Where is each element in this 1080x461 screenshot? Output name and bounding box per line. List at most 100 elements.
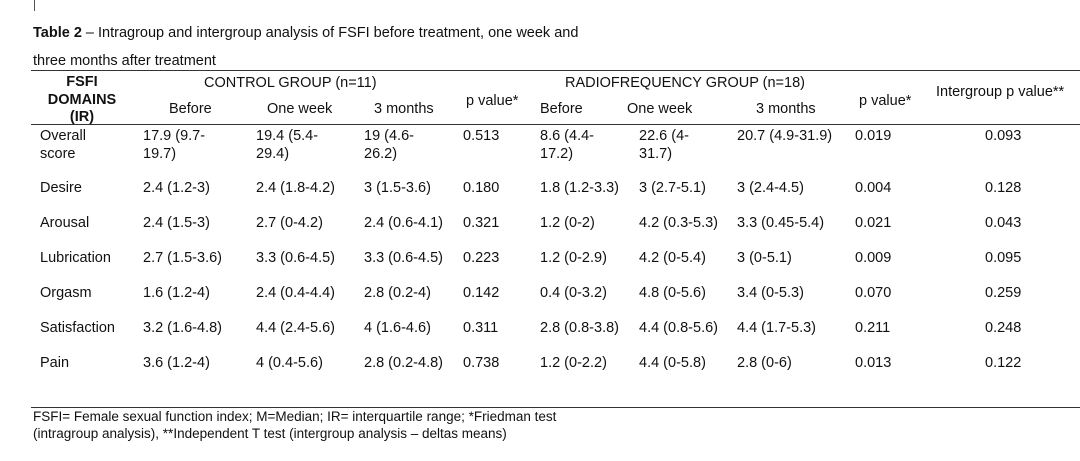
header-control-p-value: p value* xyxy=(466,93,519,109)
control-before-cell: 2.4 (1.2-3) xyxy=(143,180,210,196)
intergroup-p-cell: 0.122 xyxy=(985,355,1022,371)
control-before-cell: 1.6 (1.2-4) xyxy=(143,285,210,301)
domain-cell-line1: Overall xyxy=(40,128,86,144)
domain-cell-line2: score xyxy=(40,146,76,162)
control-3-months-cell-line1: 19 (4.6- xyxy=(364,128,414,144)
domain-cell: Arousal xyxy=(40,215,90,231)
header-domains-line1: FSFI xyxy=(66,74,98,90)
table-bottom-rule xyxy=(31,407,1080,408)
control-p-value-cell: 0.142 xyxy=(463,285,500,301)
control-3-months-cell: 2.8 (0.2-4.8) xyxy=(364,355,443,371)
control-p-value-cell: 0.180 xyxy=(463,180,500,196)
control-before-cell-line1: 17.9 (9.7- xyxy=(143,128,206,144)
rf-p-value-cell: 0.013 xyxy=(855,355,892,371)
rf-p-value-cell: 0.021 xyxy=(855,215,892,231)
control-one-week-cell: 4 (0.4-5.6) xyxy=(256,355,323,371)
header-control-3-months: 3 months xyxy=(374,101,434,117)
rf-before-cell: 0.4 (0-3.2) xyxy=(540,285,607,301)
control-one-week-cell-line2: 29.4) xyxy=(256,146,290,162)
header-rf-one-week: One week xyxy=(627,101,693,117)
domain-cell: Satisfaction xyxy=(40,320,115,336)
caption-label: Table 2 xyxy=(33,25,82,41)
table-top-rule xyxy=(31,70,1080,71)
header-rf-p-value: p value* xyxy=(859,93,912,109)
rf-one-week-cell: 4.2 (0.3-5.3) xyxy=(639,215,718,231)
intergroup-p-cell: 0.095 xyxy=(985,250,1022,266)
rf-before-cell-line1: 8.6 (4.4- xyxy=(540,128,594,144)
header-domains-line3: (IR) xyxy=(69,109,95,125)
rf-p-value-cell: 0.009 xyxy=(855,250,892,266)
domain-cell: Desire xyxy=(40,180,82,196)
intergroup-p-cell: 0.248 xyxy=(985,320,1022,336)
header-bottom-rule xyxy=(31,124,1080,125)
table-caption: Table 2 – Intragroup and intergroup anal… xyxy=(33,19,578,75)
footnote-line1: FSFI= Female sexual function index; M=Me… xyxy=(33,409,557,424)
header-control-before: Before xyxy=(169,101,212,117)
control-before-cell: 2.7 (1.5-3.6) xyxy=(143,250,222,266)
rf-before-cell: 1.2 (0-2) xyxy=(540,215,595,231)
intergroup-p-cell: 0.093 xyxy=(985,128,1022,144)
rf-p-value-cell: 0.019 xyxy=(855,128,892,144)
rf-before-cell: 2.8 (0.8-3.8) xyxy=(540,320,619,336)
control-p-value-cell: 0.223 xyxy=(463,250,500,266)
control-one-week-cell: 2.7 (0-4.2) xyxy=(256,215,323,231)
header-rf-3-months: 3 months xyxy=(756,101,816,117)
control-one-week-cell: 2.4 (1.8-4.2) xyxy=(256,180,335,196)
intergroup-p-cell: 0.128 xyxy=(985,180,1022,196)
text-cursor xyxy=(34,0,35,11)
control-p-value-cell: 0.321 xyxy=(463,215,500,231)
control-p-value-cell: 0.513 xyxy=(463,128,500,144)
caption-text-line1: – Intragroup and intergroup analysis of … xyxy=(81,25,579,41)
control-3-months-cell: 2.8 (0.2-4) xyxy=(364,285,431,301)
rf-one-week-cell: 4.4 (0.8-5.6) xyxy=(639,320,718,336)
intergroup-p-cell: 0.043 xyxy=(985,215,1022,231)
rf-3-months-cell: 3.3 (0.45-5.4) xyxy=(737,215,825,231)
control-one-week-cell: 3.3 (0.6-4.5) xyxy=(256,250,335,266)
rf-3-months-cell: 4.4 (1.7-5.3) xyxy=(737,320,816,336)
control-before-cell: 2.4 (1.5-3) xyxy=(143,215,210,231)
domain-cell: Orgasm xyxy=(40,285,92,301)
rf-p-value-cell: 0.004 xyxy=(855,180,892,196)
rf-one-week-cell: 4.4 (0-5.8) xyxy=(639,355,706,371)
header-domains-line2: DOMAINS xyxy=(47,92,117,108)
control-3-months-cell: 3.3 (0.6-4.5) xyxy=(364,250,443,266)
control-one-week-cell: 4.4 (2.4-5.6) xyxy=(256,320,335,336)
rf-one-week-cell-line2: 31.7) xyxy=(639,146,673,162)
rf-one-week-cell: 4.2 (0-5.4) xyxy=(639,250,706,266)
intergroup-p-cell: 0.259 xyxy=(985,285,1022,301)
rf-p-value-cell: 0.070 xyxy=(855,285,892,301)
rf-one-week-cell: 3 (2.7-5.1) xyxy=(639,180,706,196)
control-one-week-cell: 2.4 (0.4-4.4) xyxy=(256,285,335,301)
table-footnote: FSFI= Female sexual function index; M=Me… xyxy=(33,408,556,442)
rf-p-value-cell: 0.211 xyxy=(855,320,891,336)
control-before-cell: 3.2 (1.6-4.8) xyxy=(143,320,222,336)
rf-before-cell-line2: 17.2) xyxy=(540,146,574,162)
rf-before-cell: 1.2 (0-2.9) xyxy=(540,250,607,266)
control-p-value-cell: 0.738 xyxy=(463,355,500,371)
rf-before-cell: 1.8 (1.2-3.3) xyxy=(540,180,619,196)
control-3-months-cell: 3 (1.5-3.6) xyxy=(364,180,431,196)
rf-3-months-cell: 3.4 (0-5.3) xyxy=(737,285,804,301)
header-radiofrequency-group: RADIOFREQUENCY GROUP (n=18) xyxy=(565,75,805,91)
rf-one-week-cell: 4.8 (0-5.6) xyxy=(639,285,706,301)
caption-text-line2: three months after treatment xyxy=(33,53,216,69)
rf-before-cell: 1.2 (0-2.2) xyxy=(540,355,607,371)
header-rf-before: Before xyxy=(540,101,583,117)
rf-3-months-cell: 2.8 (0-6) xyxy=(737,355,792,371)
rf-one-week-cell-line1: 22.6 (4- xyxy=(639,128,689,144)
control-before-cell: 3.6 (1.2-4) xyxy=(143,355,210,371)
control-p-value-cell: 0.311 xyxy=(463,320,499,336)
header-intergroup-p: Intergroup p value** xyxy=(936,84,1065,100)
control-one-week-cell-line1: 19.4 (5.4- xyxy=(256,128,319,144)
header-control-one-week: One week xyxy=(267,101,333,117)
rf-3-months-cell: 20.7 (4.9-31.9) xyxy=(737,128,833,144)
domain-cell: Lubrication xyxy=(40,250,111,266)
rf-3-months-cell: 3 (0-5.1) xyxy=(737,250,792,266)
control-3-months-cell-line2: 26.2) xyxy=(364,146,398,162)
control-3-months-cell: 2.4 (0.6-4.1) xyxy=(364,215,443,231)
control-3-months-cell: 4 (1.6-4.6) xyxy=(364,320,431,336)
rf-3-months-cell: 3 (2.4-4.5) xyxy=(737,180,804,196)
control-before-cell-line2: 19.7) xyxy=(143,146,177,162)
domain-cell: Pain xyxy=(40,355,70,371)
footnote-line2: (intragroup analysis), **Independent T t… xyxy=(33,426,507,441)
